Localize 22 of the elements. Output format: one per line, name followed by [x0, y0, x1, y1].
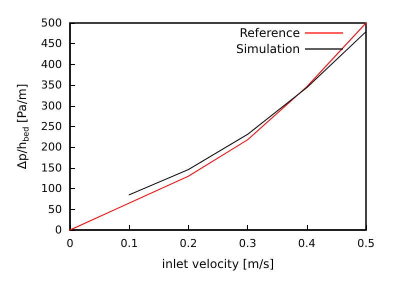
y-tick-label: 450 — [41, 37, 62, 50]
y-tick-label: 200 — [41, 140, 62, 154]
y-tick-label: 300 — [41, 99, 62, 112]
x-tick-label: 0.2 — [180, 237, 198, 250]
x-tick-label: 0.3 — [238, 237, 256, 250]
y-tick-label: 50 — [48, 202, 62, 216]
y-tick-label: 350 — [41, 78, 62, 92]
line-series — [70, 22, 366, 230]
y-tick-label: 100 — [41, 182, 62, 196]
y-tick-label: 500 — [41, 16, 62, 30]
x-tick-label: 0 — [66, 237, 74, 250]
y-axis-title: Δp/hbed [Pa/m] — [15, 84, 30, 170]
legend-label: Reference — [240, 26, 300, 40]
y-tick-label: 0 — [55, 224, 62, 236]
legend-label: Simulation — [236, 42, 300, 56]
x-axis-title: inlet velocity [m/s] — [162, 257, 274, 271]
y-tick-label: 400 — [41, 58, 62, 71]
x-tick-label: 0.1 — [120, 237, 138, 250]
x-tick-label: 0.4 — [298, 237, 316, 250]
x-tick-label: 0.5 — [357, 237, 375, 250]
y-tick-label: 250 — [41, 120, 62, 133]
y-tick-label: 150 — [41, 161, 62, 174]
